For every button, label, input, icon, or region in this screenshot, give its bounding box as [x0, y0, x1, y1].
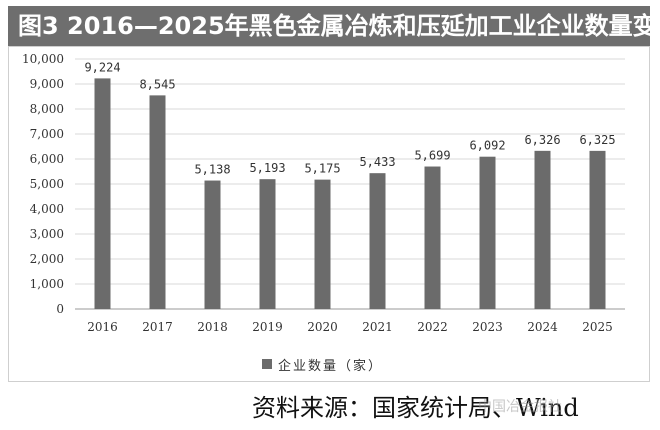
bar-2025: [589, 150, 606, 309]
x-tick-label: 2019: [252, 320, 283, 334]
bar-2023: [479, 156, 496, 309]
data-label: 9,224: [84, 60, 120, 74]
x-tick-label: 2018: [197, 320, 228, 334]
data-label: 6,092: [469, 139, 505, 153]
x-tick-label: 2021: [362, 320, 393, 334]
data-label: 5,175: [304, 162, 340, 176]
data-label: 5,699: [414, 149, 450, 163]
y-tick-label: 8,000: [30, 102, 64, 116]
y-tick-label: 0: [56, 302, 64, 316]
y-tick-label: 1,000: [30, 277, 64, 291]
x-tick-label: 2017: [142, 320, 173, 334]
data-label: 8,545: [139, 77, 175, 91]
x-tick-label: 2023: [472, 320, 503, 334]
y-tick-label: 5,000: [30, 177, 64, 191]
x-tick-label: 2022: [417, 320, 448, 334]
source-note: 资料来源：国家统计局、Wind: [252, 394, 579, 422]
bar-2022: [424, 166, 441, 309]
x-tick-label: 2020: [307, 320, 338, 334]
bar-2019: [259, 179, 276, 309]
y-tick-label: 6,000: [30, 152, 64, 166]
bar-2021: [369, 173, 386, 309]
bar-2018: [204, 180, 221, 309]
data-label: 6,326: [524, 133, 560, 147]
bar-2016: [94, 78, 111, 310]
data-label: 6,325: [579, 133, 615, 147]
data-label: 5,138: [194, 163, 230, 177]
bar-2017: [149, 95, 166, 309]
bar-2020: [314, 179, 331, 309]
y-tick-label: 2,000: [30, 252, 64, 266]
data-label: 5,193: [249, 161, 285, 175]
y-tick-label: 4,000: [30, 202, 64, 216]
x-tick-label: 2024: [527, 320, 558, 334]
y-tick-label: 7,000: [30, 127, 64, 141]
y-tick-label: 3,000: [30, 227, 64, 241]
y-tick-label: 10,000: [22, 52, 64, 66]
bar-2024: [534, 150, 551, 309]
legend-swatch: [262, 359, 272, 369]
data-label: 5,433: [359, 155, 395, 169]
legend: 企业数量（家）: [262, 354, 383, 374]
legend-label: 企业数量（家）: [278, 358, 384, 374]
chart-title: 图3 2016—2025年黑色金属冶炼和压延加工业企业数量变化: [8, 6, 650, 46]
y-tick-label: 9,000: [30, 77, 64, 91]
x-tick-label: 2016: [87, 320, 118, 334]
watermark: 中国冶金报社: [478, 399, 562, 415]
x-tick-label: 2025: [582, 320, 613, 334]
